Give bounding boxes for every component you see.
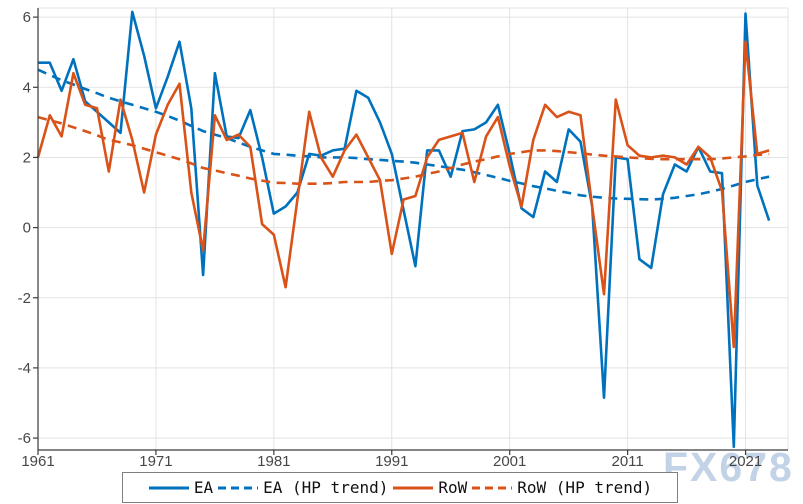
y-tick-label: -2 (18, 290, 31, 307)
x-tick-label: 1961 (21, 453, 54, 470)
series-row (36, 40, 770, 349)
x-tick-label: 2001 (493, 453, 526, 470)
y-tick-label: 4 (23, 79, 31, 96)
x-tick-label: 2011 (611, 453, 643, 470)
legend-label: EA (193, 477, 214, 497)
legend-label: RoW (HP trend) (517, 477, 653, 497)
x-tick-label: 1981 (257, 453, 290, 470)
legend-label: EA (HP trend) (263, 477, 389, 497)
legend-item-row: RoW (392, 477, 468, 497)
legend-dashed-line-swatch (218, 486, 259, 489)
series-ea (38, 10, 771, 449)
watermark: FX678 (663, 444, 794, 490)
legend-item-ea: EA (148, 477, 214, 497)
series-row-hp-trend (37, 115, 770, 185)
y-tick-label: -6 (18, 430, 31, 447)
series-ea-hp-trend (37, 68, 770, 201)
x-tick-label: 2021 (729, 453, 762, 470)
y-tick-label: 6 (23, 9, 31, 26)
x-tick-label: 1971 (139, 453, 172, 470)
y-tick-label: -4 (18, 360, 31, 377)
legend-item-ea-hp-trend: EA (HP trend) (217, 477, 389, 497)
legend-label: RoW (438, 477, 468, 497)
legend: EA EA (HP trend) RoW RoW (HP trend) (122, 472, 678, 503)
y-tick-label: 2 (23, 149, 31, 166)
legend-solid-line-swatch (393, 486, 434, 489)
x-tick-label: 1991 (375, 453, 408, 470)
legend-solid-line-swatch (148, 486, 189, 489)
legend-item-row-hp-trend: RoW (HP trend) (471, 477, 653, 497)
legend-dashed-line-swatch (472, 486, 513, 489)
y-tick-label: 0 (23, 220, 31, 237)
